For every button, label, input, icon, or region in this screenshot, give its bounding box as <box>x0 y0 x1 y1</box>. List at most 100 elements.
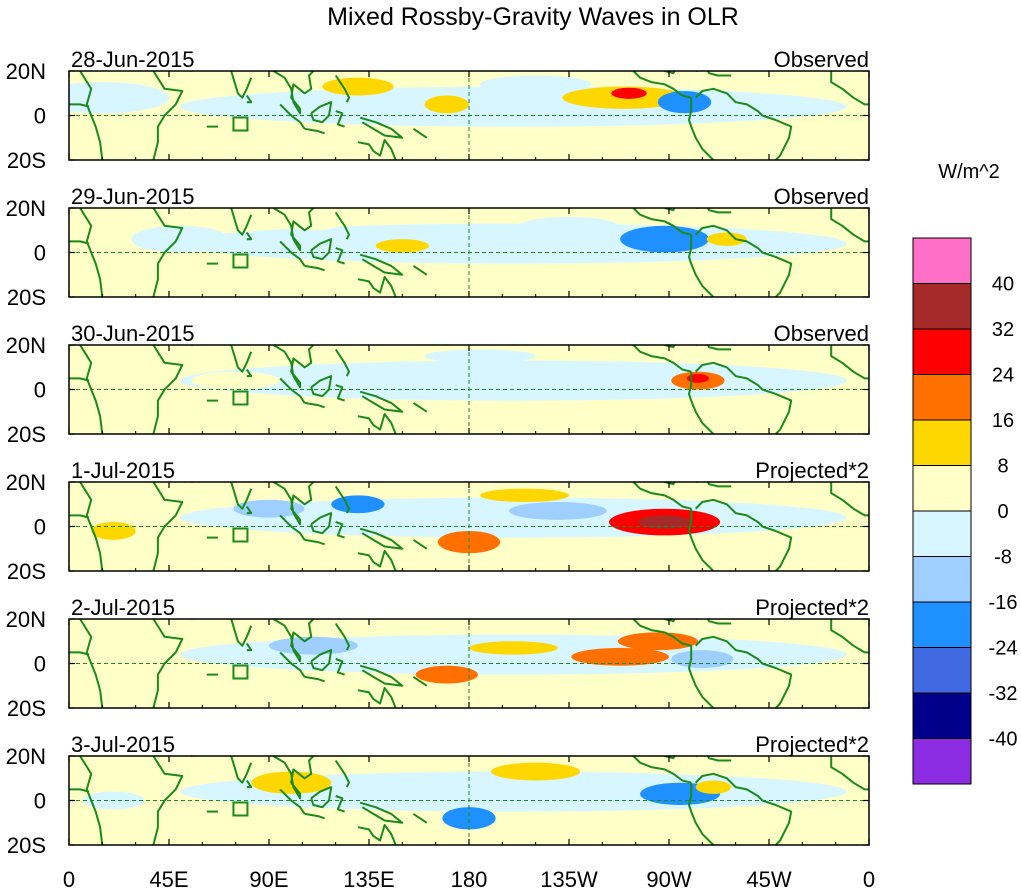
coastline <box>152 482 184 571</box>
anomaly-cell <box>469 641 558 655</box>
x-tick-label: 90W <box>646 867 691 890</box>
coastline <box>357 139 397 160</box>
coastline <box>335 110 345 128</box>
coastline <box>310 786 333 809</box>
coastline <box>69 240 90 245</box>
anomaly-band <box>180 223 847 264</box>
coastline <box>357 276 397 297</box>
coastline <box>304 264 325 272</box>
y-tick-label: 0 <box>34 789 46 814</box>
coastline <box>694 772 793 845</box>
panel-label: Observed <box>774 47 869 72</box>
coastline <box>230 208 253 236</box>
coastline <box>632 208 692 236</box>
coastline <box>245 642 253 652</box>
colorbar-units-label: W/m^2 <box>938 161 1000 183</box>
map-panel: 20N 0 20S 28-Jun-2015 Observed <box>6 47 870 173</box>
anomaly-cell <box>375 239 430 253</box>
coastline <box>304 538 325 546</box>
coastline <box>359 664 404 687</box>
anomaly-cell <box>620 225 709 253</box>
coastline <box>334 622 350 651</box>
region-box <box>232 801 249 817</box>
colorbar-swatch <box>912 374 972 421</box>
panel-date: 30-Jun-2015 <box>71 321 195 346</box>
coastline <box>412 402 428 413</box>
coastline <box>830 208 869 243</box>
coastline <box>830 71 869 106</box>
anomaly-cell <box>617 632 698 651</box>
anomaly-cell <box>571 647 669 666</box>
coastline <box>272 619 315 663</box>
coastline <box>359 801 404 824</box>
panel-label: Projected*2 <box>755 595 869 620</box>
coastline <box>830 482 869 517</box>
coastline <box>688 234 715 297</box>
anomaly-cell <box>131 225 229 253</box>
colorbar-label: -40 <box>989 729 1018 751</box>
coastline <box>152 619 184 708</box>
anomaly-cell <box>424 349 536 363</box>
coastline <box>412 539 428 550</box>
coastline <box>79 208 104 297</box>
coastline <box>245 368 253 378</box>
coastline <box>632 71 692 99</box>
coastline <box>69 103 90 108</box>
coastline <box>335 247 345 265</box>
panel-date: 29-Jun-2015 <box>71 184 195 209</box>
colorbar-label: -32 <box>989 683 1018 705</box>
map-panel: 20N 0 20S 2-Jul-2015 Projected*2 <box>6 595 870 721</box>
y-tick-label: 20N <box>6 607 46 632</box>
coastline <box>334 211 350 240</box>
coastline <box>272 345 315 389</box>
coastline <box>310 512 333 535</box>
region-box <box>232 116 249 132</box>
x-tick-label: 0 <box>63 867 75 890</box>
x-tick-label: 180 <box>451 867 488 890</box>
panel-date: 28-Jun-2015 <box>71 47 195 72</box>
y-tick-label: 20N <box>6 59 46 84</box>
coastline <box>695 619 732 625</box>
coastline <box>632 756 692 784</box>
anomaly-cell <box>415 665 478 684</box>
coastline <box>279 103 306 130</box>
coastline <box>695 756 732 762</box>
anomaly-cell <box>520 216 618 235</box>
coastline <box>688 371 715 434</box>
anomaly-cell <box>480 488 569 503</box>
coastline <box>830 756 869 791</box>
y-tick-label: 20N <box>6 470 46 495</box>
x-tick-label: 45W <box>746 867 791 890</box>
coastline <box>69 377 90 382</box>
coastline <box>230 619 253 647</box>
y-tick-label: 20N <box>6 196 46 221</box>
coastline <box>359 253 404 276</box>
y-tick-label: 20S <box>7 148 46 173</box>
y-tick-label: 20N <box>6 744 46 769</box>
coastline <box>695 71 732 77</box>
coastline <box>304 127 325 135</box>
coastline <box>688 97 715 160</box>
coastline <box>152 345 184 434</box>
coastline <box>632 345 692 373</box>
map-panel: 20N 0 20S 29-Jun-2015 Observed <box>6 184 870 310</box>
region-box <box>232 664 249 680</box>
coastline <box>357 687 397 708</box>
panel-label: Projected*2 <box>755 458 869 483</box>
coastline <box>830 619 869 654</box>
anomaly-cell <box>322 77 394 96</box>
coastline <box>695 345 732 351</box>
coastline <box>304 812 325 820</box>
anomaly-cell <box>686 373 710 383</box>
panel-date: 2-Jul-2015 <box>71 595 175 620</box>
colorbar-swatch <box>912 510 972 557</box>
coastline <box>335 521 345 539</box>
coastline <box>79 619 104 708</box>
anomaly-cell <box>91 522 136 540</box>
coastline <box>694 224 793 297</box>
anomaly-cell <box>491 762 581 781</box>
anomaly-cell <box>637 515 692 529</box>
anomaly-cell <box>657 91 712 114</box>
panel-label: Projected*2 <box>755 732 869 757</box>
